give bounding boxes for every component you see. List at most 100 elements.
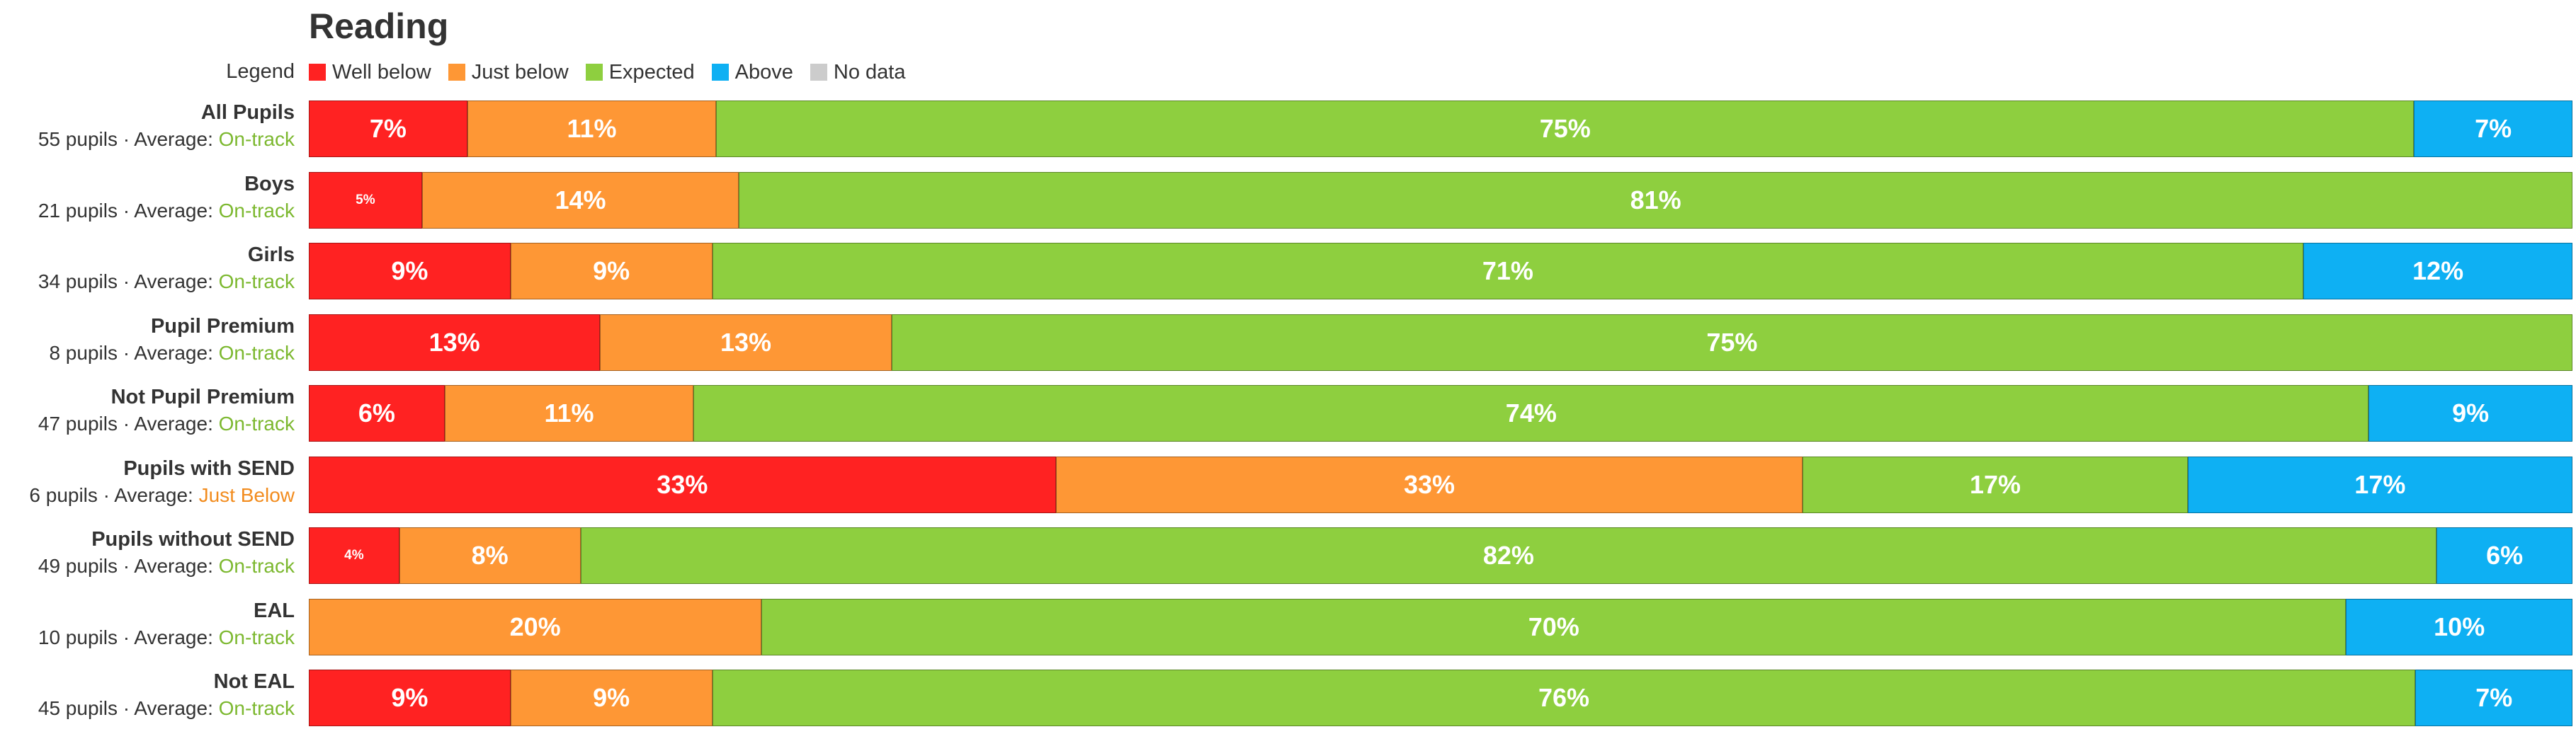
bar-segment-well-below[interactable]: 4%	[309, 527, 399, 584]
row-label: EAL 10 pupils · Average: On-track	[0, 597, 295, 651]
segment-value-label: 9%	[391, 256, 429, 285]
bar-segment-well-below[interactable]: 13%	[309, 314, 601, 371]
average-status: On-track	[218, 555, 295, 577]
bar-segment-expected[interactable]: 70%	[761, 598, 2347, 655]
legend-swatch	[585, 64, 603, 81]
pupil-count: 55 pupils · Average:	[38, 128, 219, 150]
segment-value-label: 76%	[1538, 683, 1590, 712]
average-status: On-track	[218, 697, 295, 719]
bar-segment-expected[interactable]: 17%	[1803, 456, 2188, 513]
bar-segment-well-below[interactable]: 5%	[309, 171, 422, 229]
bar-segment-expected[interactable]: 74%	[693, 385, 2369, 442]
row-name: Not Pupil Premium	[110, 386, 295, 408]
bar-segment-just-below[interactable]: 14%	[421, 171, 739, 229]
bar-segment-above[interactable]: 7%	[2414, 101, 2572, 157]
bar-segment-well-below[interactable]: 6%	[309, 385, 445, 442]
row-name: Boys	[244, 172, 295, 195]
bar-segment-above[interactable]: 12%	[2303, 243, 2572, 299]
legend-text: Well below	[332, 60, 431, 84]
segment-value-label: 11%	[567, 114, 617, 143]
stacked-bar[interactable]: 5% 14% 81%	[309, 171, 2572, 229]
segment-value-label: 82%	[1482, 541, 1534, 570]
segment-value-label: 81%	[1630, 185, 1681, 214]
segment-value-label: 4%	[344, 548, 364, 563]
bar-segment-well-below[interactable]: 33%	[309, 456, 1056, 513]
bar-segment-above[interactable]: 6%	[2436, 527, 2572, 584]
segment-value-label: 75%	[1706, 327, 1758, 357]
bar-segment-well-below[interactable]: 7%	[309, 101, 467, 157]
legend-item-just-below[interactable]: Just below	[448, 61, 569, 84]
segment-value-label: 7%	[369, 114, 407, 143]
legend-item-above[interactable]: Above	[711, 60, 793, 84]
segment-value-label: 9%	[391, 683, 429, 712]
chart-title: Reading	[309, 6, 449, 46]
legend-text: Expected	[608, 60, 695, 84]
row-summary: 49 pupils · Average: On-track	[0, 553, 295, 580]
legend-swatch	[810, 64, 827, 81]
segment-value-label: 10%	[2434, 612, 2485, 641]
bar-segment-expected[interactable]: 76%	[712, 670, 2416, 726]
segment-value-label: 11%	[544, 398, 594, 428]
row-name: Not EAL	[213, 670, 295, 693]
segment-value-label: 5%	[356, 192, 375, 207]
average-status: On-track	[218, 128, 295, 150]
bar-segment-just-below[interactable]: 33%	[1055, 456, 1803, 513]
bar-segment-expected[interactable]: 82%	[580, 527, 2437, 584]
segment-value-label: 33%	[657, 469, 708, 499]
bar-segment-just-below[interactable]: 11%	[467, 101, 717, 157]
bar-segment-above[interactable]: 10%	[2346, 598, 2572, 655]
stacked-bar[interactable]: 7% 11% 75% 7%	[309, 101, 2572, 157]
segment-value-label: 9%	[593, 683, 630, 712]
stacked-bar[interactable]: 13% 13% 75%	[309, 314, 2572, 371]
row-label: Girls 34 pupils · Average: On-track	[0, 241, 295, 295]
bar-segment-just-below[interactable]: 9%	[510, 243, 713, 299]
row-summary: 8 pupils · Average: On-track	[0, 340, 295, 367]
legend-item-well-below[interactable]: Well below	[309, 61, 431, 84]
stacked-bar[interactable]: 9% 9% 76% 7%	[309, 670, 2572, 726]
bar-segment-above[interactable]: 7%	[2415, 670, 2572, 726]
row-label: Pupils with SEND 6 pupils · Average: Just…	[0, 455, 295, 509]
segment-value-label: 14%	[555, 185, 606, 214]
segment-value-label: 71%	[1482, 256, 1533, 285]
row-name: All Pupils	[200, 101, 295, 124]
average-status: On-track	[218, 413, 295, 435]
segment-value-label: 6%	[358, 398, 395, 428]
stacked-bar[interactable]: 33% 33% 17% 17%	[309, 456, 2572, 513]
legend: Legend Well below Just below Expected Above…	[0, 58, 2576, 86]
segment-value-label: 8%	[471, 541, 509, 570]
segment-value-label: 13%	[429, 327, 480, 357]
bar-segment-just-below[interactable]: 13%	[600, 314, 892, 371]
row-label: All Pupils 55 pupils · Average: On-track	[0, 99, 295, 153]
bar-segment-just-below[interactable]: 20%	[309, 598, 762, 655]
segment-value-label: 75%	[1539, 114, 1591, 143]
stacked-bar[interactable]: 6% 11% 74% 9%	[309, 385, 2572, 442]
legend-text: Above	[734, 60, 793, 84]
bar-segment-above[interactable]: 9%	[2368, 385, 2572, 442]
bar-segment-well-below[interactable]: 9%	[309, 670, 511, 726]
segment-value-label: 9%	[2452, 398, 2490, 428]
legend-text: No data	[833, 60, 906, 84]
bar-segment-expected[interactable]: 71%	[712, 243, 2304, 299]
row-label: Boys 21 pupils · Average: On-track	[0, 171, 295, 224]
pupil-count: 6 pupils · Average:	[29, 483, 199, 506]
bar-segment-expected[interactable]: 81%	[739, 171, 2572, 229]
legend-swatch	[309, 64, 326, 81]
segment-value-label: 17%	[1969, 469, 2021, 499]
stacked-bar[interactable]: 9% 9% 71% 12%	[309, 243, 2572, 299]
row-label: Not EAL 45 pupils · Average: On-track	[0, 668, 295, 722]
bar-segment-just-below[interactable]: 11%	[444, 385, 694, 442]
bar-segment-expected[interactable]: 75%	[891, 314, 2572, 371]
stacked-bar[interactable]: 4% 8% 82% 6%	[309, 527, 2572, 584]
row-label: Pupils without SEND 49 pupils · Average: …	[0, 526, 295, 580]
stacked-bar[interactable]: 20% 70% 10%	[309, 598, 2572, 655]
pupil-count: 34 pupils · Average:	[38, 270, 219, 292]
row-name: Girls	[247, 243, 295, 266]
legend-item-expected[interactable]: Expected	[585, 60, 695, 84]
bar-segment-above[interactable]: 17%	[2187, 456, 2572, 513]
legend-item-no-data[interactable]: No data	[810, 60, 906, 84]
bar-segment-just-below[interactable]: 9%	[510, 670, 713, 726]
bar-segment-well-below[interactable]: 9%	[309, 243, 511, 299]
row-summary: 34 pupils · Average: On-track	[0, 268, 295, 295]
bar-segment-just-below[interactable]: 8%	[399, 527, 581, 584]
bar-segment-expected[interactable]: 75%	[716, 101, 2415, 157]
